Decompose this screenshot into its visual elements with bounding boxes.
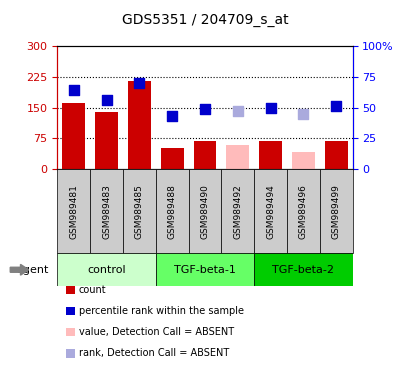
Bar [128,81,151,169]
Bar [193,141,216,169]
Text: percentile rank within the sample: percentile rank within the sample [79,306,243,316]
Text: GSM989490: GSM989490 [200,184,209,238]
Bar [155,169,188,253]
Point [70,87,77,93]
Bar [57,253,155,286]
Bar [90,169,123,253]
Point [201,106,208,112]
Text: TGF-beta-1: TGF-beta-1 [174,265,235,275]
Text: control: control [87,265,126,275]
Bar [254,169,286,253]
Text: GDS5351 / 204709_s_at: GDS5351 / 204709_s_at [121,13,288,27]
Text: GSM989481: GSM989481 [69,184,78,238]
Bar [160,149,183,169]
Text: count: count [79,285,106,295]
Text: value, Detection Call = ABSENT: value, Detection Call = ABSENT [79,327,233,337]
Bar [155,253,254,286]
Bar [95,112,118,169]
Bar [258,141,281,169]
Point [169,113,175,119]
Bar [324,141,347,169]
Text: rank, Detection Call = ABSENT: rank, Detection Call = ABSENT [79,348,228,358]
Text: TGF-beta-2: TGF-beta-2 [272,265,334,275]
Text: GSM989492: GSM989492 [233,184,242,238]
Bar [291,152,314,169]
Bar [254,253,352,286]
Bar [57,169,90,253]
Point [267,104,273,111]
Text: GSM989494: GSM989494 [265,184,274,238]
Text: agent: agent [17,265,49,275]
Text: GSM989483: GSM989483 [102,184,111,238]
Point [136,80,142,86]
Bar [62,103,85,169]
Text: GSM989496: GSM989496 [298,184,307,238]
Text: GSM989499: GSM989499 [331,184,340,238]
Text: GSM989488: GSM989488 [167,184,176,238]
Bar [319,169,352,253]
Bar [123,169,155,253]
Bar [226,145,249,169]
Point [299,111,306,117]
Point [234,108,240,114]
Bar [221,169,254,253]
Point [103,97,110,103]
Bar [188,169,221,253]
Point [332,103,339,109]
Text: GSM989485: GSM989485 [135,184,144,238]
Bar [286,169,319,253]
